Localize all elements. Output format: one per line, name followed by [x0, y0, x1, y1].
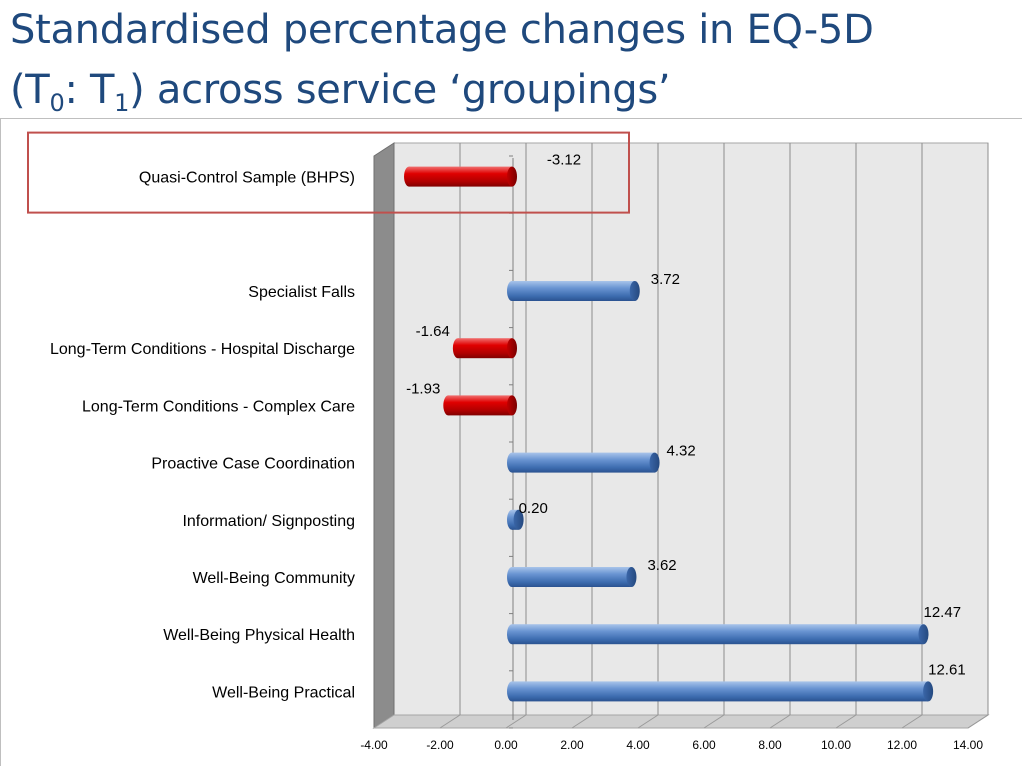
bar-end-cap [507, 338, 517, 359]
category-label: Well-Being Practical [212, 684, 355, 701]
bar-body [457, 338, 512, 359]
value-label: -1.93 [406, 380, 440, 397]
bar-body [512, 281, 635, 301]
category-label: Well-Being Community [193, 570, 355, 587]
category-label: Long-Term Conditions - Hospital Discharg… [50, 341, 355, 358]
bar [507, 567, 637, 587]
title-mid: : T [64, 67, 115, 113]
title-prefix: (T [10, 67, 50, 113]
title-suffix: ) across service ‘groupings’ [129, 67, 671, 113]
highlight-box [27, 131, 630, 214]
x-tick-label: 6.00 [692, 738, 716, 752]
bar-start-cap [452, 338, 463, 359]
value-label: -3.12 [547, 152, 581, 169]
floor-gridline [505, 714, 527, 729]
floor-gridline [967, 714, 989, 729]
bar-body [512, 567, 632, 587]
title-subscript-0: 0 [49, 89, 65, 117]
bar [507, 624, 929, 645]
category-label: Specialist Falls [248, 284, 355, 301]
floor-gridline [637, 714, 659, 729]
bar-start-cap [507, 281, 517, 301]
bar [507, 452, 660, 473]
value-label: 0.20 [519, 500, 548, 517]
category-label: Information/ Signposting [182, 513, 355, 530]
value-label: 4.32 [667, 443, 696, 460]
bar [507, 681, 934, 702]
floor-gridline [571, 714, 593, 729]
bar [443, 395, 517, 416]
category-label: Quasi-Control Sample (BHPS) [139, 170, 355, 187]
bar [404, 166, 517, 187]
x-tick-label: 10.00 [821, 738, 851, 752]
bar-end-cap [507, 166, 517, 187]
bar-end-cap [923, 681, 934, 702]
category-label: Proactive Case Coordination [151, 456, 355, 473]
bar-end-cap [649, 452, 660, 473]
bar-body [512, 624, 924, 645]
title-line-1: Standardised percentage changes in EQ-5D [10, 7, 874, 53]
bar [507, 281, 640, 301]
title-subscript-1: 1 [114, 89, 130, 117]
bar-start-cap [507, 567, 517, 587]
value-label: 12.47 [924, 604, 962, 621]
chart-floor [372, 714, 990, 729]
bar [452, 338, 517, 359]
slide-title: Standardised percentage changes in EQ-5D… [10, 0, 1010, 120]
bar-body [512, 452, 655, 473]
x-tick-label: 8.00 [758, 738, 782, 752]
floor-gridline [835, 714, 857, 729]
bar-start-cap [404, 166, 415, 187]
value-label: 3.62 [647, 557, 676, 574]
floor-gridline [439, 714, 461, 729]
bar-end-cap [626, 567, 637, 587]
floor-gridline [901, 714, 923, 729]
x-tick-label: 14.00 [953, 738, 983, 752]
chart-side-wall [373, 142, 395, 729]
bar-body [448, 395, 512, 416]
category-label: Long-Term Conditions - Complex Care [82, 398, 355, 415]
bar-start-cap [507, 452, 517, 473]
bar-start-cap [507, 681, 517, 702]
bar [507, 509, 524, 530]
x-tick-label: -4.00 [360, 738, 388, 752]
chart-frame [0, 118, 1022, 766]
x-tick-label: 12.00 [887, 738, 917, 752]
bar-start-cap [507, 624, 517, 645]
x-tick-label: 0.00 [494, 738, 518, 752]
bar-end-cap [507, 395, 517, 416]
value-label: -1.64 [416, 323, 450, 340]
floor-gridline [769, 714, 791, 729]
title-line-2: (T0: T1) across service ‘groupings’ [10, 67, 671, 115]
x-tick-label: 4.00 [626, 738, 650, 752]
x-tick-label: -2.00 [426, 738, 454, 752]
bar-end-cap [513, 509, 524, 530]
bar-end-cap [918, 624, 929, 645]
value-label: 12.61 [928, 661, 966, 678]
category-label: Well-Being Physical Health [163, 627, 355, 644]
x-tick-label: 2.00 [560, 738, 584, 752]
bar-body [409, 166, 512, 187]
floor-gridline [703, 714, 725, 729]
bar-start-cap [443, 395, 454, 416]
bar-body [512, 681, 929, 702]
bar-end-cap [629, 281, 640, 301]
value-label: 3.72 [651, 271, 680, 288]
